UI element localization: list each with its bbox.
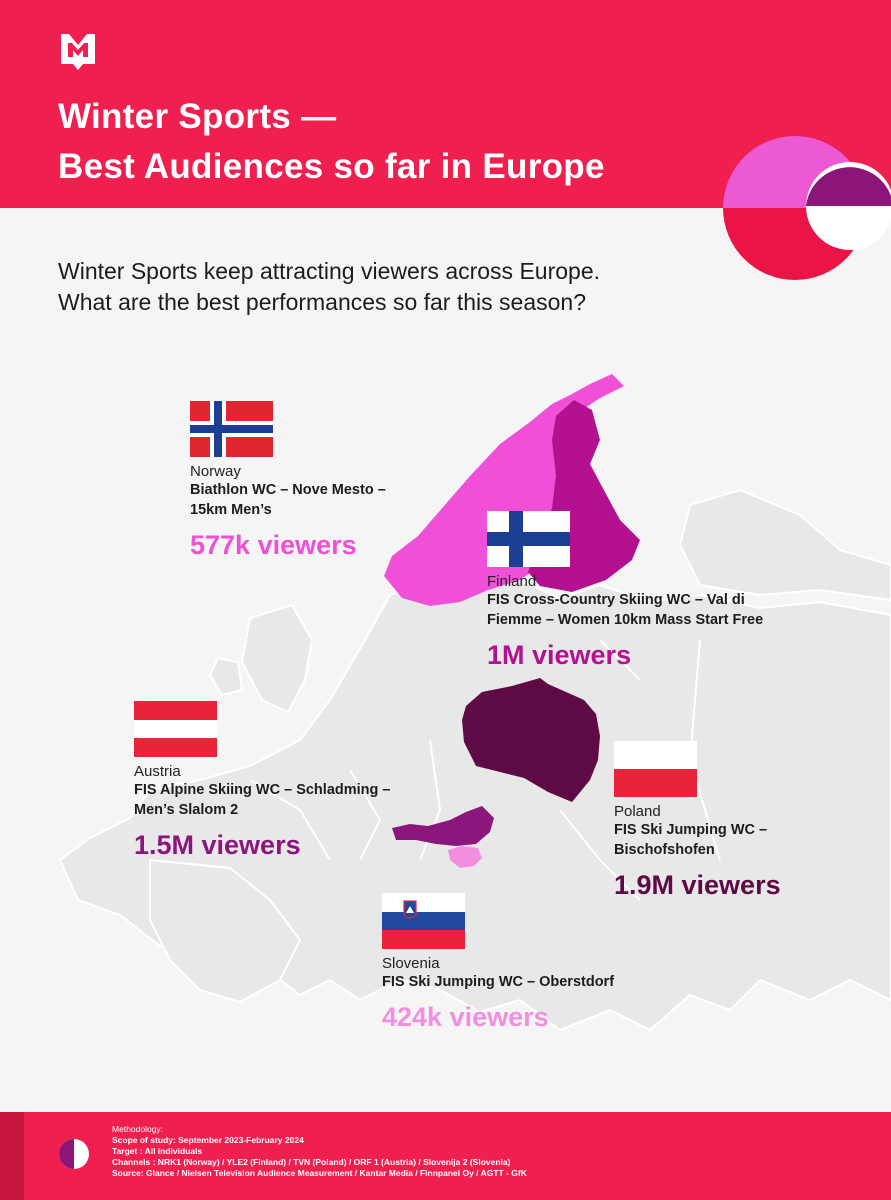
slovenia-event-line-1: FIS Ski Jumping WC – Oberstdorf — [382, 974, 615, 990]
slovenia-country-label: Slovenia — [382, 955, 440, 972]
title-line-2: Best Audiences so far in Europe — [58, 147, 605, 186]
finland-flag-icon — [487, 511, 570, 567]
intro-text: Winter Sports keep attracting viewers ac… — [58, 256, 600, 318]
methodology-channels: Channels : NRK1 (Norway) / YLE2 (Finland… — [112, 1157, 511, 1167]
austria-viewers: 1.5M viewers — [134, 830, 301, 860]
norway-viewers: 577k viewers — [190, 530, 357, 560]
poland-shape — [462, 678, 600, 802]
poland-country-label: Poland — [614, 803, 661, 820]
poland-entry: Poland FIS Ski Jumping WC – Bischofshofe… — [614, 741, 844, 901]
page-title: Winter Sports — Best Audiences so far in… — [58, 92, 605, 192]
intro-line-1: Winter Sports keep attracting viewers ac… — [58, 258, 601, 284]
austria-shape — [392, 806, 494, 846]
austria-flag-icon — [134, 701, 217, 757]
norway-event-line-1: Biathlon WC – Nove Mesto – — [190, 482, 386, 498]
title-line-1: Winter Sports — — [58, 97, 337, 136]
methodology-source: Source: Glance / Nielsen Television Audi… — [112, 1168, 527, 1178]
austria-event-line-1: FIS Alpine Skiing WC – Schladming – — [134, 782, 391, 798]
europe-base-map — [58, 488, 891, 1032]
austria-event-line-2: Men’s Slalom 2 — [134, 802, 239, 818]
finland-event-line-1: FIS Cross-Country Skiing WC – Val di — [487, 592, 745, 608]
norway-event-line-2: 15km Men’s — [190, 502, 272, 518]
half-circle-icon — [59, 1139, 89, 1169]
poland-event-line-2: Bischofshofen — [614, 842, 715, 858]
finland-event-line-2: Fiemme – Women 10km Mass Start Free — [487, 612, 764, 628]
header-banner: Winter Sports — Best Audiences so far in… — [0, 0, 891, 208]
methodology-block: Methodology: Scope of study: September 2… — [112, 1124, 527, 1179]
europe-map — [58, 374, 891, 1032]
slovenia-viewers: 424k viewers — [382, 1002, 549, 1032]
footer-accent-strip — [0, 1112, 24, 1200]
finland-viewers: 1M viewers — [487, 640, 632, 670]
decorative-circles — [723, 136, 891, 280]
norway-entry: Norway Biathlon WC – Nove Mesto – 15km M… — [190, 401, 430, 561]
m-logo-icon — [61, 34, 95, 70]
finland-country-label: Finland — [487, 573, 537, 590]
finland-entry: Finland FIS Cross-Country Skiing WC – Va… — [487, 511, 827, 671]
austria-entry: Austria FIS Alpine Skiing WC – Schladmin… — [134, 701, 434, 861]
methodology-target: Target : All individuals — [112, 1146, 203, 1156]
footer-banner: Methodology: Scope of study: September 2… — [0, 1112, 891, 1200]
austria-country-label: Austria — [134, 763, 181, 780]
methodology-label: Methodology: — [112, 1124, 164, 1134]
slovenia-flag-icon — [382, 893, 465, 949]
methodology-scope: Scope of study: September 2023-February … — [112, 1135, 304, 1145]
poland-viewers: 1.9M viewers — [614, 870, 781, 900]
slovenia-entry: Slovenia FIS Ski Jumping WC – Oberstdorf… — [382, 893, 682, 1033]
poland-flag-icon — [614, 741, 697, 797]
slovenia-shape — [448, 846, 482, 868]
poland-event-line-1: FIS Ski Jumping WC – — [614, 822, 768, 838]
norway-flag-icon — [190, 401, 273, 457]
norway-country-label: Norway — [190, 463, 241, 480]
intro-line-2: What are the best performances so far th… — [58, 289, 586, 315]
